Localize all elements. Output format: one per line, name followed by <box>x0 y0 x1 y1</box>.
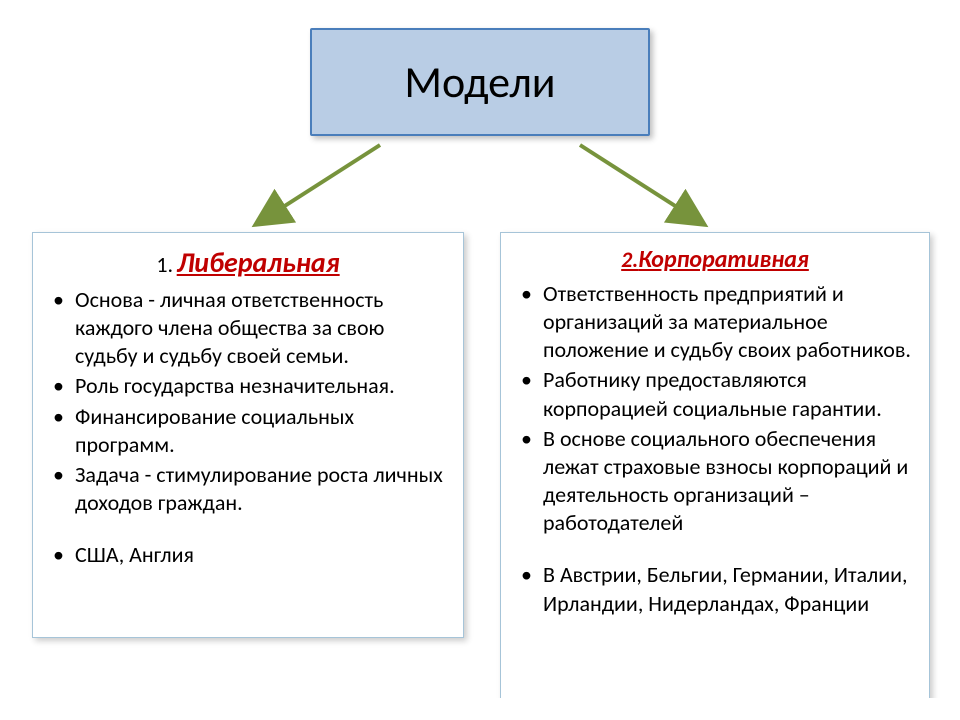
list-item: Роль государства незначительная. <box>75 372 445 400</box>
bottom-cutoff <box>0 698 960 720</box>
title-box: Модели <box>310 28 650 136</box>
panel-corporate-heading: 2.Корпоративная <box>519 245 911 274</box>
title-text: Модели <box>404 55 555 109</box>
panel-liberal-num: 1. <box>156 251 173 278</box>
list-item: Финансирование социальных программ. <box>75 403 445 459</box>
list-item-countries: США, Англия <box>75 541 445 569</box>
list-item: В основе социального обеспечения лежат с… <box>543 425 911 538</box>
panel-corporate-list: Ответственность предприятий и организаци… <box>519 280 911 618</box>
list-item: Основа - личная ответственность каждого … <box>75 286 445 370</box>
panel-liberal-list: Основа - личная ответственность каждого … <box>51 286 445 569</box>
list-item: Ответственность предприятий и организаци… <box>543 280 911 364</box>
panel-liberal-heading: 1. Либеральная <box>51 245 445 280</box>
list-item: Работнику предоставляются корпорацией со… <box>543 366 911 422</box>
panel-corporate-name: Корпоративная <box>638 245 809 274</box>
panel-corporate-num: 2. <box>621 246 638 273</box>
list-item: Задача - стимулирование роста личных дох… <box>75 461 445 517</box>
list-item-countries: В Австрии, Бельгии, Германии, Италии, Ир… <box>543 561 911 617</box>
panel-corporate: 2.Корпоративная Ответственность предприя… <box>500 232 930 720</box>
panel-liberal-name: Либеральная <box>177 245 340 280</box>
panel-liberal: 1. Либеральная Основа - личная ответстве… <box>32 232 464 638</box>
